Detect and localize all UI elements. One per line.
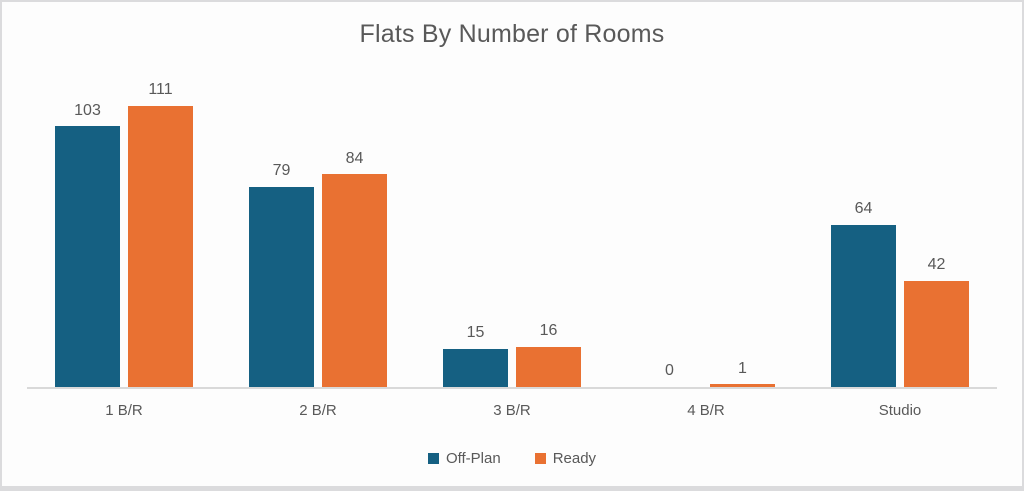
bar-off-plan-studio — [831, 224, 896, 387]
legend-swatch-icon-ready — [534, 453, 546, 464]
bar-ready-studio — [904, 280, 969, 387]
bar-wrap-ready-3-b-r: 16 — [516, 322, 581, 387]
bar-ready-1-b-r — [128, 105, 193, 387]
bar-wrap-ready-studio: 42 — [904, 256, 969, 387]
value-label-ready-2-b-r: 84 — [345, 149, 364, 167]
legend-swatch-icon-off-plan — [427, 453, 439, 464]
plot-area: 103 111 79 84 15 16 0 1 64 42 — [27, 68, 997, 389]
value-label-ready-4-b-r: 1 — [738, 359, 747, 377]
bar-ready-2-b-r — [322, 174, 387, 387]
category-label-2-b-r: 2 B/R — [299, 402, 337, 419]
legend-item-off-plan: Off-Plan — [427, 450, 501, 467]
legend-label-ready: Ready — [552, 450, 597, 467]
bar-wrap-ready-2-b-r: 84 — [322, 150, 387, 387]
bar-wrap-off-plan-3-b-r: 15 — [443, 324, 508, 387]
bar-ready-3-b-r — [516, 346, 581, 387]
legend-label-off-plan: Off-Plan — [445, 450, 501, 467]
category-label-studio: Studio — [878, 402, 922, 419]
value-label-off-plan-2-b-r: 79 — [272, 162, 291, 180]
legend-item-ready: Ready — [534, 450, 597, 467]
legend: Off-Plan Ready — [2, 450, 1022, 467]
value-label-off-plan-1-b-r: 103 — [74, 101, 101, 119]
category-label-3-b-r: 3 B/R — [493, 402, 531, 419]
bar-ready-4-b-r — [710, 384, 775, 387]
bar-wrap-off-plan-4-b-r: 0 — [637, 362, 702, 387]
category-label-4-b-r: 4 B/R — [687, 402, 725, 419]
bar-group-2-b-r: 79 84 — [221, 68, 415, 387]
value-label-off-plan-4-b-r: 0 — [665, 362, 674, 380]
category-label-1-b-r: 1 B/R — [105, 402, 143, 419]
bar-off-plan-1-b-r — [55, 126, 120, 387]
bar-wrap-ready-4-b-r: 1 — [710, 360, 775, 387]
bar-group-1-b-r: 103 111 — [27, 68, 221, 387]
bar-wrap-off-plan-2-b-r: 79 — [249, 162, 314, 387]
value-label-ready-3-b-r: 16 — [539, 321, 558, 339]
bar-group-studio: 64 42 — [803, 68, 997, 387]
bar-wrap-off-plan-1-b-r: 103 — [55, 102, 120, 387]
category-axis: 1 B/R 2 B/R 3 B/R 4 B/R Studio — [27, 402, 997, 419]
bar-wrap-ready-1-b-r: 111 — [128, 81, 193, 387]
bar-group-3-b-r: 15 16 — [415, 68, 609, 387]
value-label-ready-1-b-r: 111 — [148, 81, 173, 99]
value-label-off-plan-studio: 64 — [854, 200, 873, 218]
value-label-ready-studio: 42 — [927, 256, 946, 274]
bar-off-plan-2-b-r — [249, 187, 314, 387]
bar-off-plan-3-b-r — [443, 349, 508, 387]
value-label-off-plan-3-b-r: 15 — [466, 324, 485, 342]
bar-wrap-off-plan-studio: 64 — [831, 200, 896, 387]
chart-title: Flats By Number of Rooms — [359, 20, 665, 48]
